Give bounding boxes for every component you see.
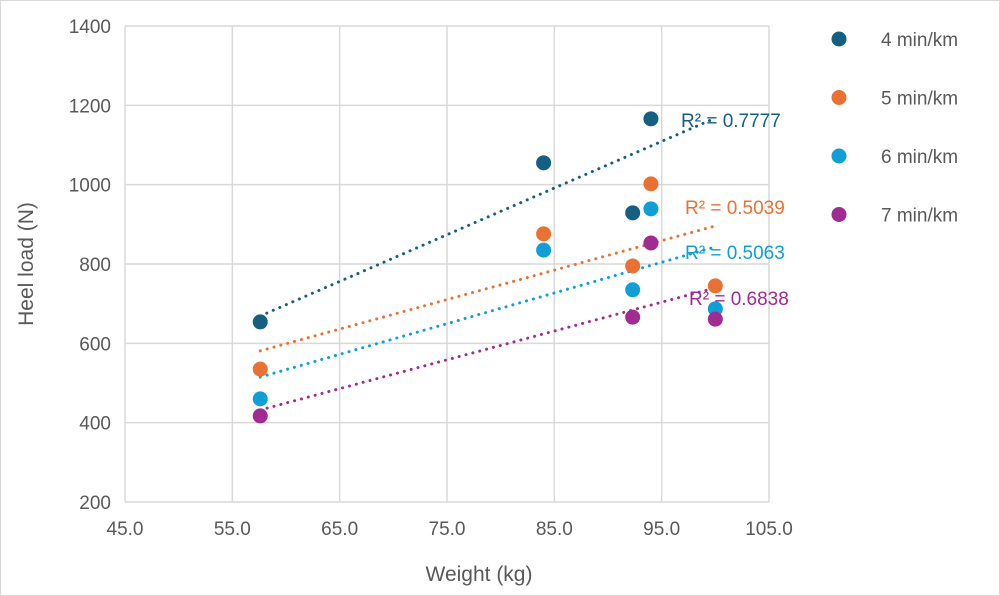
- trendline-7-min-km: [258, 286, 717, 412]
- y-tick-label: 400: [79, 414, 111, 435]
- data-point-6-min-km: [536, 242, 552, 258]
- data-point-6-min-km: [625, 282, 641, 298]
- legend-label: 6 min/km: [881, 147, 958, 168]
- r-squared-label: R² = 0.6838: [689, 289, 789, 310]
- legend-marker: [831, 148, 847, 164]
- legend-label: 4 min/km: [881, 30, 958, 51]
- x-tick-label: 95.0: [643, 519, 680, 540]
- data-point-7-min-km: [625, 309, 641, 325]
- legend-label: 7 min/km: [881, 206, 958, 227]
- data-point-5-min-km: [707, 278, 723, 294]
- r-squared-label: R² = 0.5063: [685, 243, 785, 264]
- data-points: [252, 111, 723, 424]
- x-tick-label: 75.0: [429, 519, 466, 540]
- data-point-6-min-km: [252, 391, 268, 407]
- data-point-5-min-km: [536, 226, 552, 242]
- data-point-7-min-km: [707, 311, 723, 327]
- x-axis-title: Weight (kg): [426, 563, 533, 586]
- legend: 4 min/km 5 min/km 6 min/km 7 min/km: [831, 30, 958, 227]
- legend-marker: [831, 207, 847, 222]
- legend-label: 5 min/km: [881, 89, 958, 110]
- data-point-6-min-km: [643, 201, 659, 217]
- data-point-7-min-km: [643, 235, 659, 251]
- data-point-4-min-km: [643, 111, 659, 127]
- y-tick-label: 200: [79, 493, 111, 514]
- x-tick-label: 85.0: [536, 519, 573, 540]
- x-tick-label: 55.0: [214, 519, 251, 540]
- trendline-5-min-km: [258, 224, 717, 353]
- y-axis-title: Heel load (N): [15, 202, 38, 326]
- data-point-7-min-km: [252, 408, 268, 424]
- y-tick-label: 1200: [69, 96, 111, 117]
- x-tick-label: 105.0: [745, 519, 793, 540]
- r-squared-label: R² = 0.5039: [685, 198, 785, 219]
- data-point-4-min-km: [625, 205, 641, 221]
- y-tick-label: 1400: [69, 17, 111, 38]
- data-point-5-min-km: [252, 361, 268, 377]
- trendline-4-min-km: [258, 116, 717, 318]
- y-tick-label: 1000: [69, 176, 111, 197]
- data-point-6-min-km: [707, 301, 723, 317]
- data-point-5-min-km: [643, 176, 659, 192]
- legend-marker: [831, 90, 847, 105]
- data-point-4-min-km: [252, 314, 268, 330]
- x-tick-label: 45.0: [107, 519, 144, 540]
- tick-labels: 45.0 55.0 65.0 75.0 85.0 95.0 105.0 200 400 600 80…: [69, 17, 793, 540]
- trendlines: [258, 116, 717, 412]
- y-tick-label: 600: [79, 334, 111, 355]
- legend-marker: [831, 31, 847, 47]
- data-point-4-min-km: [536, 155, 552, 171]
- data-point-5-min-km: [625, 258, 641, 274]
- y-tick-label: 800: [79, 255, 111, 276]
- r-squared-labels: R² = 0.7777 R² = 0.5039 R² = 0.5063 R² = 0.…: [681, 111, 789, 310]
- r-squared-label: R² = 0.7777: [681, 111, 781, 132]
- trendline-6-min-km: [258, 245, 717, 379]
- x-tick-label: 65.0: [321, 519, 358, 540]
- gridlines: [124, 25, 770, 503]
